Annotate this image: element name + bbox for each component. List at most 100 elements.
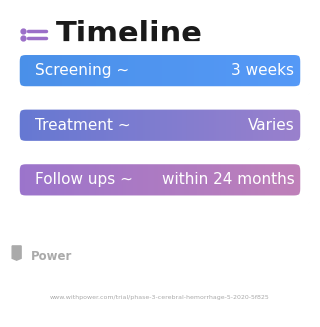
Bar [111, 103, 114, 148]
Bar [172, 103, 175, 148]
Bar [35, 48, 38, 93]
Bar [295, 103, 298, 148]
Bar [13, 48, 16, 93]
Bar [143, 48, 146, 93]
Bar [212, 48, 214, 93]
Bar [226, 103, 229, 148]
Bar [104, 48, 106, 93]
Bar [273, 48, 276, 93]
Bar [216, 157, 219, 202]
Bar [118, 157, 121, 202]
Bar [45, 157, 47, 202]
Bar [185, 157, 187, 202]
Bar [37, 48, 40, 93]
Bar [121, 48, 124, 93]
Bar [231, 103, 234, 148]
Bar [96, 48, 99, 93]
Bar [118, 48, 121, 93]
Bar [204, 103, 207, 148]
Bar [244, 157, 246, 202]
Bar [123, 103, 126, 148]
Bar [192, 48, 195, 93]
Bar [288, 48, 290, 93]
Bar [224, 157, 227, 202]
Bar [126, 157, 128, 202]
Bar [238, 157, 241, 202]
Bar [290, 157, 293, 202]
Bar [13, 157, 16, 202]
Bar [280, 157, 283, 202]
Bar [67, 103, 69, 148]
Bar [182, 48, 185, 93]
Bar [118, 103, 121, 148]
Bar [172, 48, 175, 93]
Bar [145, 48, 148, 93]
Bar [113, 48, 116, 93]
Bar [128, 157, 131, 202]
Bar [246, 103, 249, 148]
Bar [155, 103, 158, 148]
Bar [145, 157, 148, 202]
Bar [96, 157, 99, 202]
Bar [131, 103, 133, 148]
Bar [175, 48, 178, 93]
Bar [86, 157, 89, 202]
Bar [45, 48, 47, 93]
Bar [74, 157, 77, 202]
Bar [175, 157, 178, 202]
Bar [180, 103, 182, 148]
Bar [82, 157, 84, 202]
Bar [216, 103, 219, 148]
Bar [180, 48, 182, 93]
Bar [62, 103, 65, 148]
Bar [163, 103, 165, 148]
Bar [42, 157, 45, 202]
Bar [224, 103, 227, 148]
Bar [40, 103, 43, 148]
Bar [285, 48, 288, 93]
Bar [236, 103, 239, 148]
Bar [216, 48, 219, 93]
Bar [187, 103, 190, 148]
Bar [221, 48, 224, 93]
Bar [263, 157, 266, 202]
Bar [157, 48, 160, 93]
Bar [305, 48, 308, 93]
Bar [101, 48, 104, 93]
Bar [241, 103, 244, 148]
Bar [295, 48, 298, 93]
Bar [86, 103, 89, 148]
Bar [260, 48, 263, 93]
Bar [94, 157, 97, 202]
Bar [263, 103, 266, 148]
Bar [253, 103, 256, 148]
Bar [148, 157, 150, 202]
Bar [104, 103, 106, 148]
Bar [133, 48, 136, 93]
Bar [214, 157, 217, 202]
Bar [266, 157, 268, 202]
Bar [234, 103, 236, 148]
Bar [297, 157, 300, 202]
Bar [258, 157, 261, 202]
Bar [270, 48, 273, 93]
Bar [180, 157, 182, 202]
Bar [18, 48, 20, 93]
Bar [108, 48, 111, 93]
Bar [189, 48, 192, 93]
Bar [91, 157, 94, 202]
Bar [278, 48, 281, 93]
Bar [138, 103, 141, 148]
Bar [140, 48, 143, 93]
Bar [229, 103, 231, 148]
Bar [126, 48, 128, 93]
Bar [160, 48, 163, 93]
Bar [163, 48, 165, 93]
Bar [89, 103, 92, 148]
Bar [25, 48, 28, 93]
Bar [300, 48, 303, 93]
Bar [135, 48, 138, 93]
Bar [157, 157, 160, 202]
Bar [167, 157, 170, 202]
Bar [94, 103, 97, 148]
